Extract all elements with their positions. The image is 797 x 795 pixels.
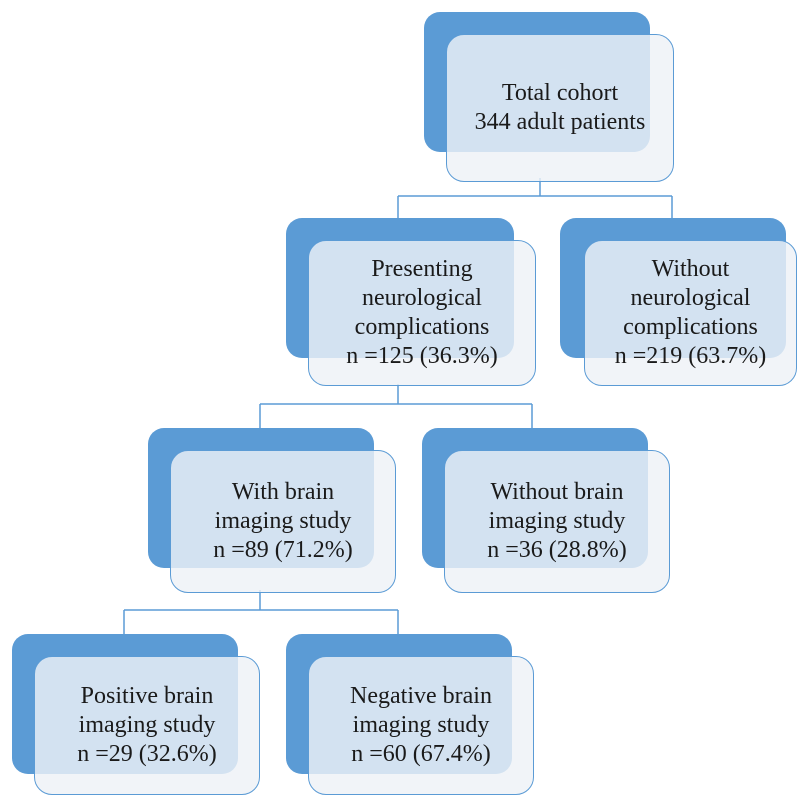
node-total-cohort: Total cohort 344 adult patients [424,12,674,182]
node-imaging-line-1: With brain [231,479,335,505]
node-positive-imaging: Positive brain imaging study n =29 (32.6… [12,634,260,795]
node-imaging-line-3: n =89 (71.2%) [213,537,353,563]
node-no-imaging-line-3: n =36 (28.8%) [487,537,627,563]
node-positive-imaging-card: Positive brain imaging study n =29 (32.6… [34,656,260,795]
node-no-imaging-line-2: imaging study [488,508,626,534]
connector-total-to-level2 [397,178,673,222]
node-without-imaging-card: Without brain imaging study n =36 (28.8%… [444,450,670,593]
connector-neuro-to-level3 [259,384,533,428]
node-presenting-neuro: Presenting neurological complications n … [286,218,536,386]
node-no-neuro-line-2: neurological [630,285,751,311]
node-presenting-neuro-card: Presenting neurological complications n … [308,240,536,386]
node-negative-imaging-card: Negative brain imaging study n =60 (67.4… [308,656,534,795]
node-negative-imaging: Negative brain imaging study n =60 (67.4… [286,634,534,795]
node-with-imaging: With brain imaging study n =89 (71.2%) [148,428,396,593]
node-neuro-line-2: neurological [362,285,482,311]
node-without-neuro-card: Without neurological complications n =21… [584,240,797,386]
node-without-imaging: Without brain imaging study n =36 (28.8%… [422,428,670,593]
node-positive-line-2: imaging study [78,712,216,738]
node-neuro-line-4: n =125 (36.3%) [346,343,498,369]
connector-imaging-to-level4 [123,590,399,634]
node-no-imaging-line-1: Without brain [490,479,624,505]
node-no-neuro-line-3: complications [623,314,758,340]
node-negative-line-3: n =60 (67.4%) [351,741,491,767]
node-neuro-line-1: Presenting [371,256,473,282]
node-negative-line-1: Negative brain [350,683,492,709]
node-positive-line-1: Positive brain [80,683,214,709]
node-without-neuro: Without neurological complications n =21… [560,218,797,386]
node-total-line-1: Total cohort [501,80,619,106]
node-no-neuro-line-4: n =219 (63.7%) [614,343,767,369]
node-neuro-line-3: complications [354,314,490,340]
node-total-line-2: 344 adult patients [474,109,646,135]
node-with-imaging-card: With brain imaging study n =89 (71.2%) [170,450,396,593]
node-positive-line-3: n =29 (32.6%) [77,741,217,767]
node-negative-line-2: imaging study [352,712,490,738]
node-total-cohort-card: Total cohort 344 adult patients [446,34,674,182]
node-imaging-line-2: imaging study [214,508,352,534]
node-no-neuro-line-1: Without [651,256,730,282]
